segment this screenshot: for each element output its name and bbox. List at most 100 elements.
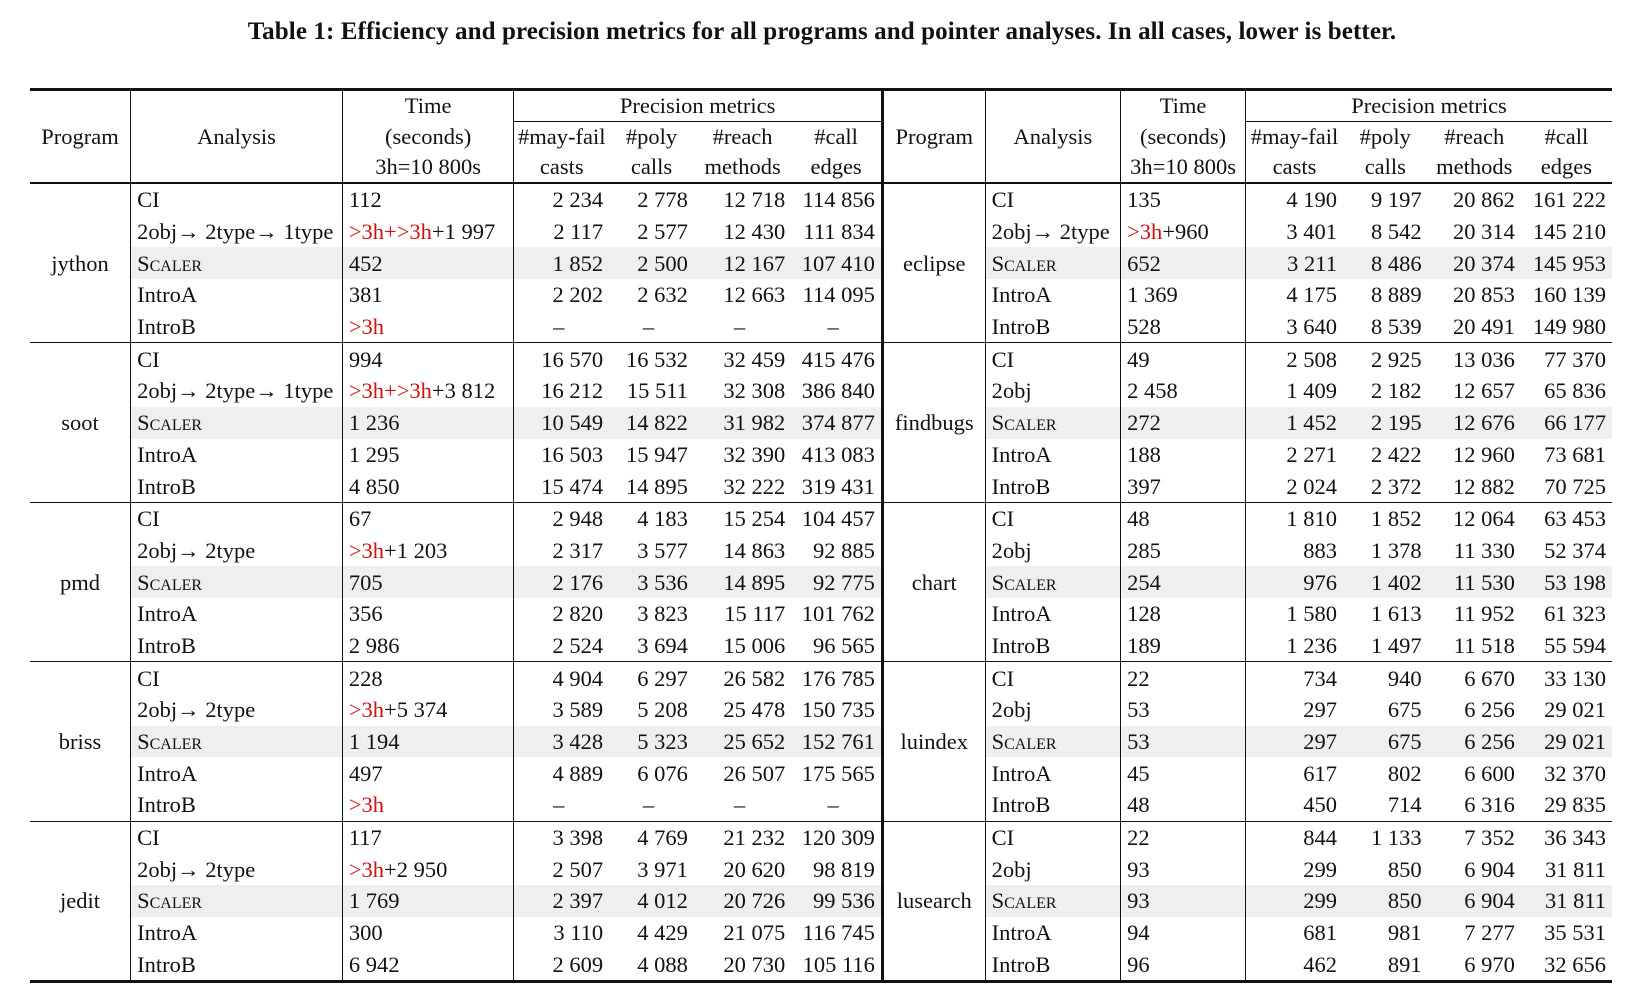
poly-calls-cell: 15 511 bbox=[626, 378, 688, 404]
call-edges-cell: 415 476 bbox=[791, 342, 883, 376]
time-cell: >3h bbox=[341, 310, 514, 343]
analysis-label: 2obj→ 2type bbox=[137, 856, 256, 882]
may-fail-casts-cell: 976 bbox=[1245, 566, 1343, 598]
poly-calls-cell: 850 bbox=[1387, 856, 1422, 882]
analysis-name: IntroA bbox=[984, 916, 1121, 949]
analysis-name: 2obj bbox=[984, 375, 1121, 407]
time-cell: 67 bbox=[341, 501, 514, 535]
analysis-label: Scaler bbox=[137, 569, 203, 595]
reach-methods-cell: 32 390 bbox=[723, 441, 786, 467]
time-cell: 300 bbox=[341, 916, 514, 949]
time-cell: 497 bbox=[341, 757, 514, 790]
analysis-label: 2obj→ 2type bbox=[991, 219, 1110, 245]
time-value: 452 bbox=[348, 250, 383, 276]
reach-methods-cell: 12 657 bbox=[1452, 378, 1515, 404]
may-fail-casts-cell: 462 bbox=[1245, 948, 1343, 982]
time-cell: 49 bbox=[1120, 342, 1246, 376]
time-value: 135 bbox=[1127, 187, 1161, 213]
time-cell: >3h+960 bbox=[1120, 215, 1246, 248]
poly-calls-cell: 8 539 bbox=[1371, 314, 1422, 340]
time-value: +1 203 bbox=[384, 537, 448, 563]
call-edges-cell: 374 877 bbox=[791, 406, 883, 439]
time-cell: 112 bbox=[341, 183, 514, 216]
time-cell: 285 bbox=[1120, 534, 1246, 567]
time-cell: 128 bbox=[1120, 597, 1246, 630]
poly-calls-cell: 2 925 bbox=[1342, 342, 1428, 376]
time-value: 96 bbox=[1127, 951, 1150, 977]
call-edges-cell: 33 130 bbox=[1520, 661, 1612, 694]
poly-calls-cell: 4 183 bbox=[609, 501, 694, 535]
table-caption: Table 1: Efficiency and precision metric… bbox=[247, 18, 1397, 45]
call-edges-cell: 70 725 bbox=[1544, 473, 1606, 499]
timeout-marker: >3h bbox=[348, 856, 385, 882]
analysis-name: Scaler bbox=[130, 566, 343, 598]
time-cell: >3h+1 203 bbox=[341, 534, 514, 567]
call-edges-cell: 114 856 bbox=[802, 187, 875, 213]
table-row: soot CI 994 16 570 16 532 32 459 415 476 findbu… bbox=[30, 342, 1612, 503]
poly-calls-cell: 16 532 bbox=[609, 342, 694, 376]
program-name: findbugs bbox=[880, 342, 986, 503]
table-row: Scaler 705 2 176 3 536 14 895 92 775 Scaler 254… bbox=[30, 566, 1612, 598]
call-edges-cell: 29 021 bbox=[1520, 725, 1612, 758]
call-edges-cell: 99 536 bbox=[791, 885, 883, 917]
may-fail-casts-cell: 450 bbox=[1245, 789, 1343, 822]
poly-calls-cell: 3 971 bbox=[637, 856, 688, 882]
time-cell: 2 986 bbox=[341, 629, 514, 662]
analysis-label: IntroA bbox=[991, 441, 1052, 467]
analysis-name: Scaler bbox=[984, 247, 1121, 280]
may-fail-casts-cell: 15 474 bbox=[513, 470, 610, 503]
time-cell: >3h+2 950 bbox=[341, 853, 514, 886]
analysis-name: Scaler bbox=[984, 885, 1121, 917]
call-edges-cell: 101 762 bbox=[801, 601, 875, 627]
call-edges-cell: 160 139 bbox=[1532, 282, 1606, 308]
reach-methods-cell: 11 952 bbox=[1453, 601, 1515, 627]
time-cell: 2 458 bbox=[1120, 375, 1246, 407]
time-value: +1 997 bbox=[431, 219, 496, 245]
analysis-name: IntroA bbox=[130, 279, 343, 311]
reach-methods-cell: 32 222 bbox=[723, 473, 786, 499]
reach-methods-cell: 6 970 bbox=[1464, 951, 1515, 977]
call-edges-cell: 120 309 bbox=[791, 820, 883, 854]
may-fail-casts-cell: 4 190 bbox=[1245, 183, 1343, 216]
reach-methods-cell: 31 982 bbox=[693, 406, 792, 439]
reach-methods-cell: 6 904 bbox=[1464, 856, 1515, 882]
analysis-name: IntroB bbox=[984, 310, 1121, 343]
analysis-name: CI bbox=[984, 342, 1121, 376]
may-fail-casts-cell: 3 640 bbox=[1245, 310, 1343, 343]
time-cell: 1 369 bbox=[1120, 279, 1246, 311]
reach-methods-cell: 6 670 bbox=[1427, 661, 1521, 694]
poly-calls-cell: 1 402 bbox=[1342, 566, 1428, 598]
header-time-unit-right: (seconds) bbox=[1120, 121, 1246, 152]
may-fail-casts-cell: 3 398 bbox=[513, 820, 610, 854]
call-edges-cell: 145 210 bbox=[1532, 219, 1606, 245]
time-cell: 1 194 bbox=[341, 725, 514, 758]
header-precision-right: Precision metrics bbox=[1245, 88, 1612, 122]
may-fail-casts-cell: 1 810 bbox=[1245, 501, 1343, 535]
time-value: 117 bbox=[348, 825, 382, 851]
analysis-name: Scaler bbox=[130, 406, 343, 439]
call-edges-cell: 92 775 bbox=[791, 566, 883, 598]
poly-calls-cell: – bbox=[642, 314, 655, 340]
analysis-label: IntroB bbox=[991, 314, 1051, 340]
analysis-name: Scaler bbox=[130, 885, 343, 917]
reach-methods-cell: 25 652 bbox=[693, 725, 792, 758]
call-edges-cell: 152 761 bbox=[791, 725, 883, 758]
reach-methods-cell: 26 507 bbox=[723, 760, 786, 786]
time-cell: 94 bbox=[1120, 916, 1246, 949]
poly-calls-cell: 9 197 bbox=[1371, 187, 1422, 213]
analysis-label: Scaler bbox=[991, 410, 1057, 436]
time-cell: 6 942 bbox=[341, 948, 514, 982]
analysis-name: 2obj→ 2type→ 1type bbox=[130, 375, 343, 407]
may-fail-casts-cell: 2 948 bbox=[513, 501, 610, 535]
analysis-name: IntroA bbox=[130, 757, 343, 790]
reach-methods-cell: 12 430 bbox=[723, 219, 786, 245]
call-edges-cell: 105 116 bbox=[802, 951, 875, 977]
reach-methods-cell: 26 582 bbox=[693, 661, 792, 694]
poly-calls-cell: – bbox=[642, 792, 655, 818]
time-value: 381 bbox=[348, 282, 383, 308]
analysis-name: IntroA bbox=[130, 916, 343, 949]
call-edges-cell: 29 835 bbox=[1544, 792, 1606, 818]
timeout-marker: >3h+>3h bbox=[348, 378, 432, 404]
header-casts-l1-right: #may-fail bbox=[1245, 121, 1343, 152]
poly-calls-cell: 2 422 bbox=[1371, 441, 1422, 467]
